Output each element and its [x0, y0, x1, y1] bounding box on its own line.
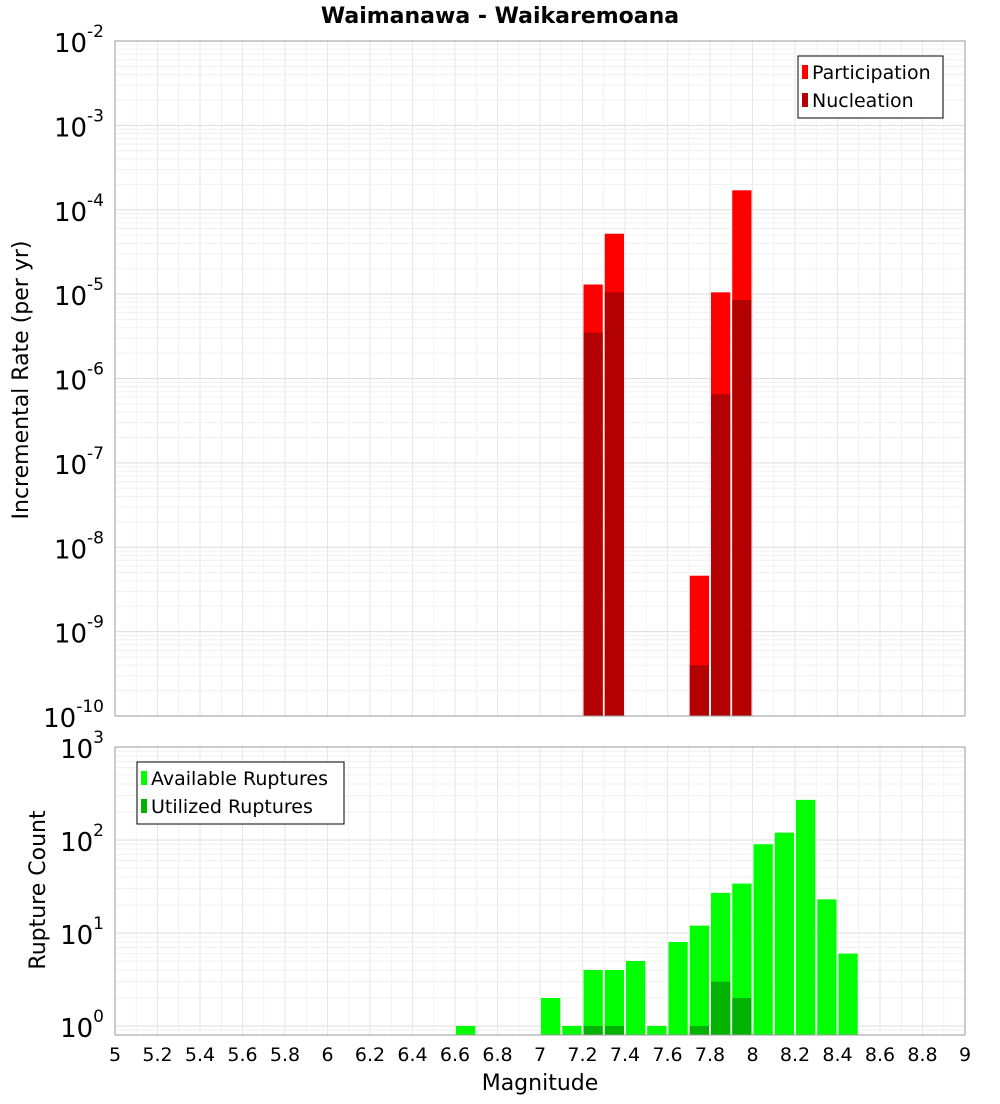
top-bar-nucleation: [583, 332, 603, 716]
bottom-bar-available-ruptures: [583, 969, 603, 1035]
top-legend-box: [797, 55, 944, 119]
legend-swatch-participation: [802, 65, 808, 79]
x-axis-label: Magnitude: [482, 1071, 599, 1096]
top-y-tick-label: 10-6: [54, 360, 104, 397]
chart-title: Waimanawa - Waikaremoana: [321, 4, 679, 29]
bottom-bar-available-ruptures: [626, 960, 646, 1035]
bottom-bar-available-ruptures: [732, 883, 752, 1035]
bottom-bar-available-ruptures: [817, 899, 837, 1035]
legend-label-available-ruptures: Available Ruptures: [151, 768, 328, 790]
top-bar-nucleation: [604, 292, 624, 716]
bottom-bar-utilized-ruptures: [711, 981, 731, 1035]
top-y-tick-label: 10-9: [54, 613, 104, 650]
bottom-y-tick-label: 103: [60, 728, 104, 765]
bottom-bar-utilized-ruptures: [732, 997, 752, 1035]
x-tick-label: 8.8: [907, 1044, 937, 1066]
x-tick-label: 9: [959, 1044, 971, 1066]
bottom-bar-utilized-ruptures: [604, 1025, 624, 1035]
bottom-bar-available-ruptures: [668, 942, 688, 1035]
x-tick-label: 7.4: [610, 1044, 640, 1066]
top-bar-nucleation: [711, 394, 731, 716]
x-tick-label: 6.8: [482, 1044, 512, 1066]
legend-label-nucleation: Nucleation: [812, 90, 914, 112]
legend-swatch-available-ruptures: [141, 771, 147, 785]
x-tick-label: 5.8: [270, 1044, 300, 1066]
top-bar-nucleation: [732, 300, 752, 716]
bottom-bar-available-ruptures: [753, 844, 773, 1035]
top-legend: Participation Nucleation: [797, 55, 944, 119]
bottom-legend-box: [136, 761, 345, 825]
x-tick-label: 7: [534, 1044, 546, 1066]
top-y-tick-label: 10-4: [54, 191, 104, 228]
bottom-bar-available-ruptures: [541, 997, 561, 1035]
x-tick-label: 6: [321, 1044, 333, 1066]
bottom-bar-available-ruptures: [647, 1025, 667, 1035]
x-tick-label: 7.6: [652, 1044, 682, 1066]
x-tick-label: 6.4: [397, 1044, 427, 1066]
top-y-tick-label: 10-10: [43, 697, 104, 734]
top-y-tick-label: 10-3: [54, 106, 104, 143]
bottom-bar-available-ruptures: [774, 832, 794, 1035]
x-tick-label: 8.6: [865, 1044, 895, 1066]
top-bar-nucleation: [689, 665, 709, 716]
top-plot-frame: [114, 40, 966, 717]
top-y-tick-label: 10-5: [54, 275, 104, 312]
x-tick-label: 8.4: [822, 1044, 852, 1066]
legend-label-utilized-ruptures: Utilized Ruptures: [151, 796, 313, 818]
legend-swatch-nucleation: [802, 93, 808, 107]
bottom-bar-utilized-ruptures: [689, 1025, 709, 1035]
x-tick-label: 5: [109, 1044, 121, 1066]
x-tick-label: 5.2: [142, 1044, 172, 1066]
legend-label-participation: Participation: [812, 62, 931, 84]
bottom-bar-available-ruptures: [838, 953, 858, 1035]
bottom-y-tick-label: 100: [60, 1007, 104, 1044]
bottom-bar-available-ruptures: [796, 799, 816, 1035]
x-tick-label: 5.6: [227, 1044, 257, 1066]
bottom-bar-available-ruptures: [689, 925, 709, 1035]
bottom-y-tick-label: 102: [60, 821, 104, 858]
top-y-tick-label: 10-8: [54, 528, 104, 565]
x-tick-label: 8: [746, 1044, 758, 1066]
x-tick-label: 7.8: [695, 1044, 725, 1066]
x-tick-label: 5.4: [185, 1044, 215, 1066]
x-tick-label: 7.2: [567, 1044, 597, 1066]
bottom-y-axis-label: Rupture Count: [26, 810, 51, 970]
top-y-axis-label: Incremental Rate (per yr): [9, 241, 34, 520]
x-tick-label: 6.6: [440, 1044, 470, 1066]
top-y-tick-label: 10-7: [54, 444, 104, 481]
x-tick-label: 6.2: [355, 1044, 385, 1066]
bottom-plot-frame: [114, 746, 966, 1036]
bottom-bar-utilized-ruptures: [583, 1025, 603, 1035]
top-y-tick-label: 10-2: [54, 22, 104, 59]
bottom-bar-available-ruptures: [456, 1025, 476, 1035]
bottom-bar-available-ruptures: [562, 1025, 582, 1035]
bottom-bar-available-ruptures: [604, 969, 624, 1035]
bottom-legend: Available Ruptures Utilized Ruptures: [136, 761, 345, 825]
x-tick-label: 8.2: [780, 1044, 810, 1066]
top-panel: 10-2 10-3 10-4 10-5 10-6 10-7 10-8 10-9 10-10 Par…: [43, 22, 966, 734]
bottom-y-tick-label: 101: [60, 914, 104, 951]
legend-swatch-utilized-ruptures: [141, 799, 147, 813]
